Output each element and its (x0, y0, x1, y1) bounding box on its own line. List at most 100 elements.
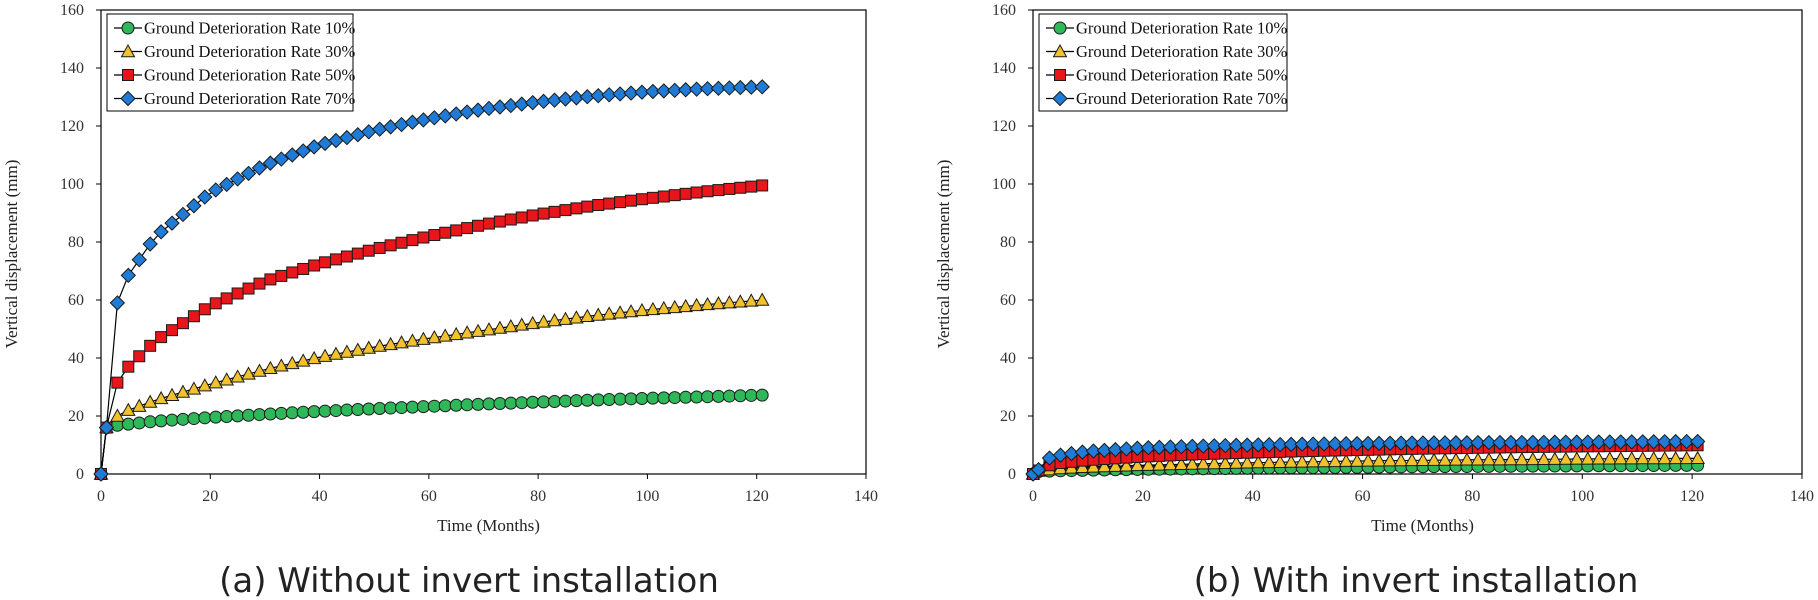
data-point (460, 398, 474, 412)
data-point (1580, 451, 1596, 465)
data-point (461, 222, 474, 235)
data-point (711, 389, 725, 403)
data-point (351, 247, 364, 260)
data-point (1569, 451, 1585, 465)
data-point (493, 215, 506, 228)
data-point (426, 329, 442, 344)
data-point (515, 211, 528, 224)
y-tick-label: 120 (60, 118, 84, 135)
data-point (515, 396, 529, 410)
data-point (231, 287, 244, 300)
data-point (1536, 434, 1552, 451)
data-point (1382, 435, 1398, 451)
data-point (1393, 435, 1409, 451)
x-tick-label: 20 (202, 488, 218, 505)
data-point (1261, 437, 1277, 453)
data-point (384, 239, 397, 252)
data-point (601, 87, 617, 103)
data-point (197, 378, 213, 392)
data-point (198, 303, 211, 316)
data-point (186, 381, 202, 395)
data-point (1338, 436, 1354, 452)
data-point (131, 251, 147, 268)
y-axis-title: Vertical displacement (mm) (2, 160, 21, 349)
data-point (1678, 433, 1695, 450)
data-point (164, 387, 180, 401)
y-tick-label: 140 (992, 60, 1016, 77)
data-point (635, 391, 649, 405)
data-point (667, 299, 683, 314)
data-point (187, 412, 201, 426)
data-point (1316, 454, 1332, 468)
legend: Ground Deterioration Rate 10% Ground Dete… (106, 13, 355, 112)
data-point (690, 390, 704, 404)
data-point (427, 399, 441, 413)
data-point (1108, 458, 1123, 472)
data-point (449, 398, 463, 412)
data-point (1580, 434, 1596, 450)
data-point (1624, 434, 1640, 450)
data-point (317, 348, 333, 362)
data-point (1228, 455, 1244, 469)
data-point (1415, 435, 1431, 451)
data-point (154, 414, 168, 428)
data-point (142, 236, 158, 252)
data-point (732, 294, 748, 308)
series-4 (93, 79, 770, 482)
x-tick-label: 40 (312, 488, 328, 505)
data-point (285, 406, 299, 420)
data-point (656, 83, 672, 99)
data-point (711, 296, 726, 310)
data-point (1481, 434, 1497, 451)
data-point (176, 412, 190, 426)
data-point (153, 390, 169, 405)
data-point (1141, 457, 1156, 471)
data-point (439, 226, 452, 239)
data-point (253, 277, 266, 290)
data-point (395, 236, 408, 249)
data-point (197, 189, 213, 205)
legend-label: Ground Deterioration Rate 70% (144, 89, 355, 108)
series-4 (1025, 433, 1706, 482)
data-point (372, 338, 388, 352)
data-point (689, 297, 704, 312)
data-point (328, 346, 344, 360)
data-point (1382, 453, 1398, 467)
data-point (296, 405, 310, 419)
y-tick-label: 60 (68, 292, 84, 309)
data-point (142, 394, 158, 408)
legend-label: Ground Deterioration Rate 70% (1076, 89, 1287, 108)
data-point (710, 80, 727, 97)
data-point (634, 302, 650, 317)
data-point (1536, 451, 1552, 466)
data-point (1250, 455, 1266, 469)
y-tick-label: 20 (1000, 408, 1016, 425)
data-point (1349, 435, 1365, 452)
data-point (1305, 436, 1321, 452)
data-point (602, 393, 616, 407)
x-tick-label: 20 (1135, 488, 1151, 505)
y-tick-label: 80 (68, 234, 84, 251)
data-point (165, 413, 179, 427)
data-point (1338, 453, 1354, 467)
x-tick-label: 40 (1245, 488, 1261, 505)
data-point (537, 207, 550, 220)
data-point (472, 219, 485, 232)
data-point (121, 417, 135, 431)
data-point (1645, 434, 1662, 450)
data-point (1261, 454, 1277, 469)
data-point (1250, 437, 1266, 453)
data-point (131, 398, 147, 412)
data-point (198, 411, 212, 425)
series-2 (93, 292, 770, 480)
data-point (284, 355, 300, 370)
data-point (1184, 456, 1200, 470)
data-point (339, 344, 355, 358)
data-point (1349, 453, 1365, 467)
x-tick-label: 80 (530, 488, 546, 505)
data-point (405, 400, 419, 414)
data-point (657, 190, 670, 203)
data-point (1097, 458, 1112, 473)
data-point (242, 408, 256, 422)
data-point (1173, 438, 1190, 455)
